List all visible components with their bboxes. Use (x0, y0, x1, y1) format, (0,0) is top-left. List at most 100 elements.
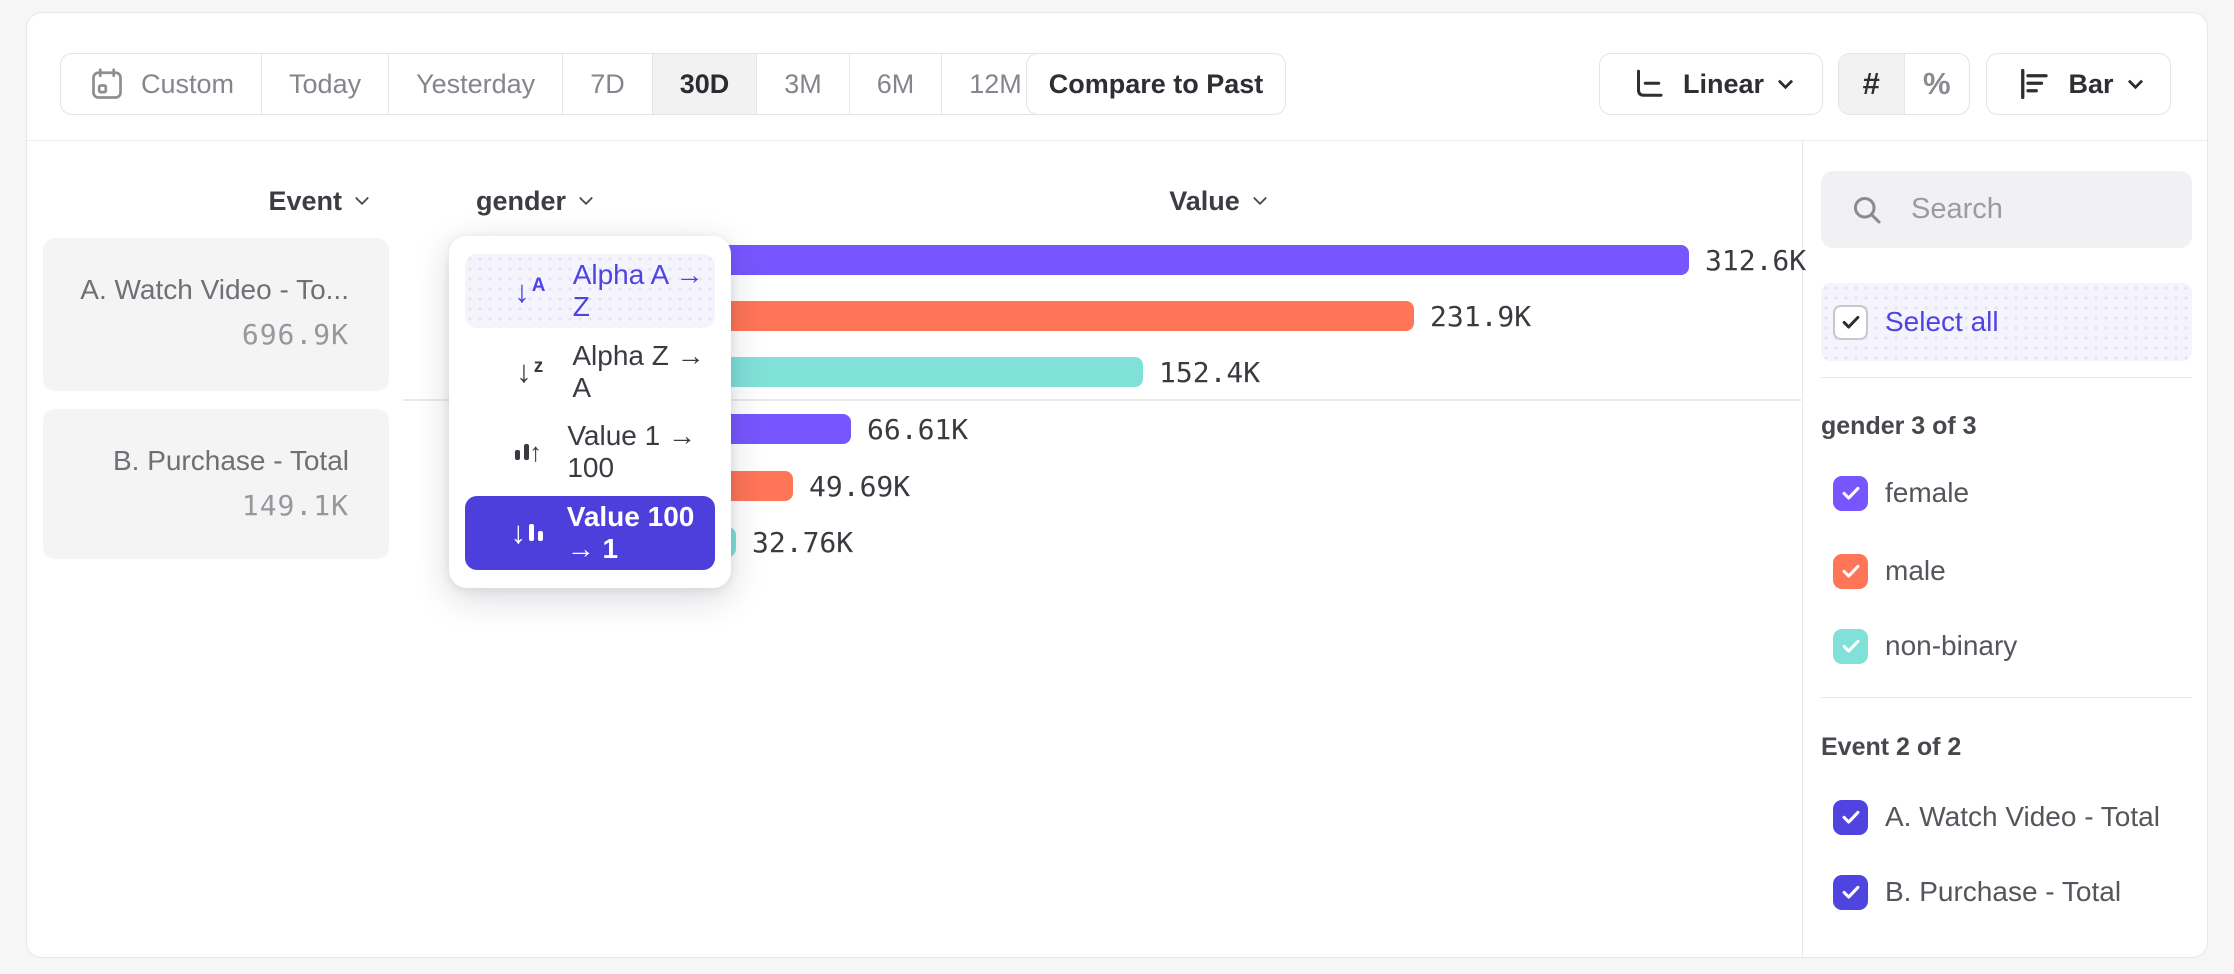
sort-option-value-100-1[interactable]: ↓ Value 100 → 1 (465, 495, 715, 570)
date-range-yesterday[interactable]: Yesterday (389, 54, 564, 114)
select-all-row[interactable]: Select all (1821, 283, 2192, 361)
legend-item-label: male (1885, 555, 1946, 586)
bar-value-label: 152.4K (1159, 355, 1261, 389)
sort-alpha-asc-icon: ↓ A (514, 273, 546, 309)
calendar-icon (88, 66, 126, 102)
compare-to-past-button[interactable]: Compare to Past (1026, 53, 1286, 115)
chevron-down-icon (354, 191, 370, 206)
percent-icon: % (1922, 66, 1951, 101)
sort-option-label: Alpha Z → A (572, 339, 705, 403)
toolbar: Custom Today Yesterday 7D 30D 3M 6M 12M Compare… (27, 13, 2207, 141)
bar-value-label: 312.6K (1705, 243, 1807, 277)
report-card: Custom Today Yesterday 7D 30D 3M 6M 12M Compare… (26, 12, 2234, 958)
bar-value-label: 231.9K (1430, 299, 1532, 333)
sort-value-desc-wrap: ↓ (507, 517, 547, 548)
date-range-label: 30D (679, 68, 730, 99)
chevron-down-icon (1252, 191, 1267, 206)
date-range-custom[interactable]: Custom (61, 54, 263, 114)
bar-row-female: 312.6K (624, 243, 1807, 277)
bar-female[interactable] (624, 245, 1689, 275)
sort-alpha-desc-wrap: ↓ z (507, 354, 552, 390)
gender-sort-menu: ↓ A Alpha A → Z ↓ z Alpha Z → A ↑ Value 1 → 100… (449, 236, 731, 588)
date-range-label: 3M (784, 68, 822, 99)
legend-item-label: non-binary (1885, 630, 2018, 661)
legend-item-label: female (1885, 477, 1970, 508)
date-range-today[interactable]: Today (262, 54, 390, 114)
legend-search (1821, 171, 2234, 248)
scale-dropdown[interactable]: Linear (1599, 53, 1823, 115)
sort-value-desc-icon: ↓ (511, 517, 544, 548)
sort-option-label: Value 1 → 100 (567, 420, 696, 484)
event-card-total: 149.1K (241, 489, 349, 522)
checkbox-female[interactable] (1833, 475, 1868, 511)
legend-item-female[interactable]: female (1821, 475, 2192, 511)
search-icon (1849, 192, 1885, 228)
date-range-3m[interactable]: 3M (757, 54, 850, 114)
event-card[interactable]: A. Watch Video - To... 696.9K (43, 238, 389, 391)
date-range-label: Today (289, 68, 362, 99)
sort-option-alpha-z-a[interactable]: ↓ z Alpha Z → A (465, 335, 715, 409)
date-range-30d[interactable]: 30D (652, 54, 758, 114)
event-card-title: B. Purchase - Total (112, 445, 349, 476)
sort-value-asc-wrap: ↑ (507, 439, 547, 465)
sidebar-section-title: gender 3 of 3 (1821, 411, 1977, 440)
legend-item-label: A. Watch Video - Total (1885, 801, 2160, 832)
percent-format-toggle[interactable]: % (1905, 54, 1970, 114)
bar-value-label: 32.76K (752, 525, 854, 559)
event-column-header[interactable]: Event (157, 185, 370, 217)
event-column-label: Event (268, 185, 342, 216)
sidebar-divider (1821, 697, 2192, 698)
event-card[interactable]: B. Purchase - Total 149.1K (43, 409, 389, 559)
sidebar-divider (1821, 377, 2192, 378)
gender-column-header[interactable]: gender (476, 185, 594, 217)
sidebar-section-title: Event 2 of 2 (1821, 732, 1962, 761)
bar-row-male: 231.9K (624, 299, 1532, 333)
select-all-checkbox[interactable] (1833, 304, 1868, 340)
legend-item-b-purchase-total[interactable]: B. Purchase - Total (1821, 874, 2192, 910)
bar-chart-icon (2016, 66, 2052, 102)
sort-option-label: Alpha A → Z (572, 259, 704, 322)
sort-alpha-asc-wrap: ↓ A (507, 273, 553, 309)
chevron-down-icon (2127, 73, 2143, 89)
bar-value-label: 66.61K (867, 412, 969, 446)
date-range-control: Custom Today Yesterday 7D 30D 3M 6M 12M (60, 53, 1050, 115)
checkbox-b-purchase-total[interactable] (1833, 874, 1868, 910)
sort-alpha-desc-icon: ↓ z (516, 354, 544, 390)
gender-column-label: gender (476, 185, 567, 216)
value-column-label: Value (1169, 185, 1240, 216)
date-range-label: Yesterday (416, 68, 536, 99)
sort-option-label: Value 100 → 1 (566, 500, 695, 564)
event-card-title: A. Watch Video - To... (80, 274, 349, 305)
legend-item-non-binary[interactable]: non-binary (1821, 628, 2192, 664)
sort-option-alpha-a-z[interactable]: ↓ A Alpha A → Z (465, 254, 715, 328)
chart-type-label: Bar (2068, 68, 2114, 99)
select-all-label: Select all (1885, 306, 1999, 337)
checkbox-male[interactable] (1833, 553, 1868, 589)
legend-sidebar: Select all gender 3 of 3 female male non-bi… (1802, 141, 2234, 957)
sort-value-asc-icon: ↑ (512, 439, 542, 465)
value-column-header[interactable]: Value (1117, 185, 1317, 217)
checkbox-non-binary[interactable] (1833, 628, 1868, 664)
group-divider (403, 399, 1801, 401)
legend-item-male[interactable]: male (1821, 553, 2192, 589)
sort-option-value-1-100[interactable]: ↑ Value 1 → 100 (465, 415, 715, 489)
linear-axis-icon (1631, 66, 1667, 102)
search-input[interactable] (1911, 193, 2234, 226)
value-format-toggle: #% (1838, 53, 1970, 115)
legend-item-label: B. Purchase - Total (1885, 876, 2122, 907)
date-range-label: 6M (876, 68, 915, 99)
date-range-label: 12M (969, 68, 1022, 99)
bar-value-label: 49.69K (809, 469, 911, 503)
chevron-down-icon (1777, 73, 1794, 89)
absolute-format-toggle[interactable]: # (1839, 54, 1905, 114)
date-range-label: Custom (141, 68, 235, 99)
date-range-6m[interactable]: 6M (850, 54, 943, 114)
hash-icon: # (1862, 66, 1880, 101)
legend-item-a-watch-video-total[interactable]: A. Watch Video - Total (1821, 799, 2192, 835)
checkbox-a-watch-video-total[interactable] (1833, 799, 1868, 835)
date-range-12m[interactable]: 12M (942, 54, 1049, 114)
date-range-7d[interactable]: 7D (563, 54, 653, 114)
chart-type-dropdown[interactable]: Bar (1986, 53, 2171, 115)
bar-male[interactable] (624, 301, 1414, 331)
event-card-total: 696.9K (241, 318, 349, 351)
